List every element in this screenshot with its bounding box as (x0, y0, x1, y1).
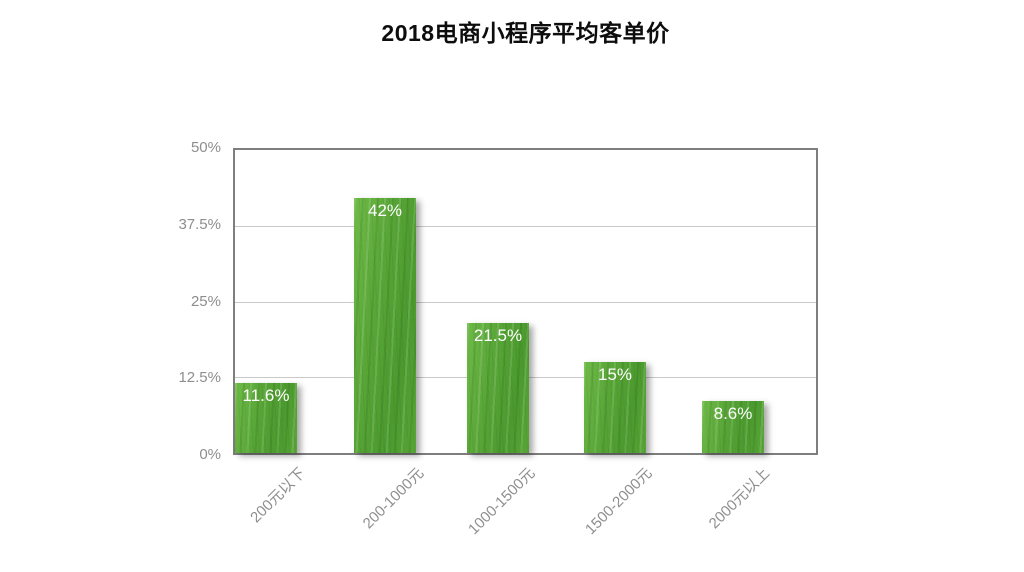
bar-1000-1500: 21.5% (467, 322, 529, 453)
bar-200-1000: 42% (354, 198, 416, 453)
x-axis-tick-label: 1500-2000元 (582, 464, 656, 539)
x-axis-tick-label: 2000元以上 (705, 464, 773, 533)
x-axis-tick-label: 200元以下 (247, 464, 309, 527)
bar-value-label: 11.6% (242, 385, 290, 405)
y-axis-tick-label: 37.5% (178, 216, 221, 233)
y-axis-tick-label: 12.5% (178, 369, 221, 386)
bar-1500-2000: 15% (584, 362, 646, 453)
y-axis-tick-label: 0% (199, 446, 221, 463)
bar-value-label: 21.5% (473, 325, 523, 345)
bar-value-label: 42% (367, 201, 403, 221)
x-axis-tick-label: 200-1000元 (359, 464, 427, 533)
gridline (235, 301, 816, 303)
x-axis-tick-label: 1000-1500元 (465, 464, 539, 539)
bar-value-label: 15% (597, 365, 633, 385)
bar-200-below: 11.6% (235, 382, 297, 453)
gridline (235, 225, 816, 227)
y-axis-tick-label: 50% (190, 139, 221, 156)
bar-value-label: 8.6% (713, 403, 753, 423)
y-axis-tick-label: 25% (190, 293, 221, 310)
bar-2000-above: 8.6% (702, 400, 764, 453)
plot-area: 11.6% 42% 21.5% 15% 8.6% (233, 148, 818, 455)
chart-title: 2018电商小程序平均客单价 (381, 20, 670, 46)
